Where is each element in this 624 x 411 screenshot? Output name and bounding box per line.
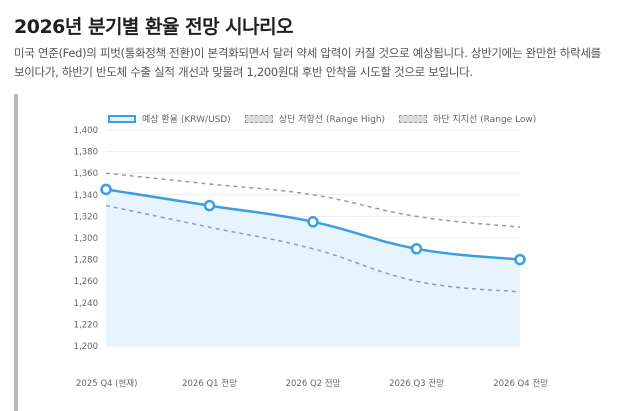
forecast-point[interactable]: [100, 183, 112, 196]
x-tick-label: 2026 Q3 전망: [389, 378, 444, 389]
legend-item-range-high[interactable]: 상단 저항선 (Range High): [244, 112, 386, 125]
y-tick-label: 1,280: [74, 256, 98, 266]
range-low-line: [105, 204, 521, 293]
accent-bar: [14, 94, 18, 411]
y-tick-label: 1,240: [74, 299, 98, 309]
page-title: 2026년 분기별 환율 전망 시나리오: [14, 16, 294, 38]
y-tick-label: 1,380: [74, 148, 98, 158]
legend-swatch-range-high: [244, 114, 273, 123]
forecast-area-fill: [106, 189, 520, 346]
y-tick-label: 1,260: [74, 277, 98, 287]
range-high-line: [105, 172, 521, 228]
x-tick-label: 2026 Q4 전망: [493, 378, 548, 389]
legend-swatch-forecast: [108, 114, 136, 123]
y-tick-label: 1,360: [74, 169, 98, 179]
y-tick-label: 1,320: [74, 212, 98, 222]
y-tick-label: 1,200: [74, 342, 98, 352]
legend-label-range-low: 하단 지지선 (Range Low): [433, 115, 537, 125]
forecast-point[interactable]: [307, 216, 319, 228]
legend-item-forecast[interactable]: 예상 환율 (KRW/USD): [108, 112, 231, 125]
y-tick-label: 1,220: [74, 320, 98, 330]
legend-label-range-high: 상단 저항선 (Range High): [278, 115, 386, 125]
legend-label-forecast: 예상 환율 (KRW/USD): [142, 115, 231, 125]
y-tick-label: 1,400: [74, 126, 98, 136]
description-text: 미국 연준(Fed)의 피벗(통화정책 전환)이 본격화되면서 달러 약세 압력…: [14, 46, 601, 79]
legend-swatch-range-low: [399, 114, 428, 123]
y-tick-label: 1,340: [74, 191, 98, 201]
y-tick-label: 1,300: [74, 234, 98, 244]
x-tick-label: 2025 Q4 (현재): [76, 379, 137, 389]
legend-item-range-low[interactable]: 하단 지지선 (Range Low): [399, 112, 536, 125]
x-tick-label: 2026 Q1 전망: [182, 378, 237, 389]
chart-legend: 예상 환율 (KRW/USD) 상단 저항선 (Range High) 하단 지…: [108, 112, 550, 125]
forecast-point[interactable]: [410, 243, 423, 255]
x-tick-label: 2026 Q2 전망: [286, 378, 341, 389]
forecast-point[interactable]: [514, 253, 526, 266]
forecast-point[interactable]: [203, 199, 216, 212]
